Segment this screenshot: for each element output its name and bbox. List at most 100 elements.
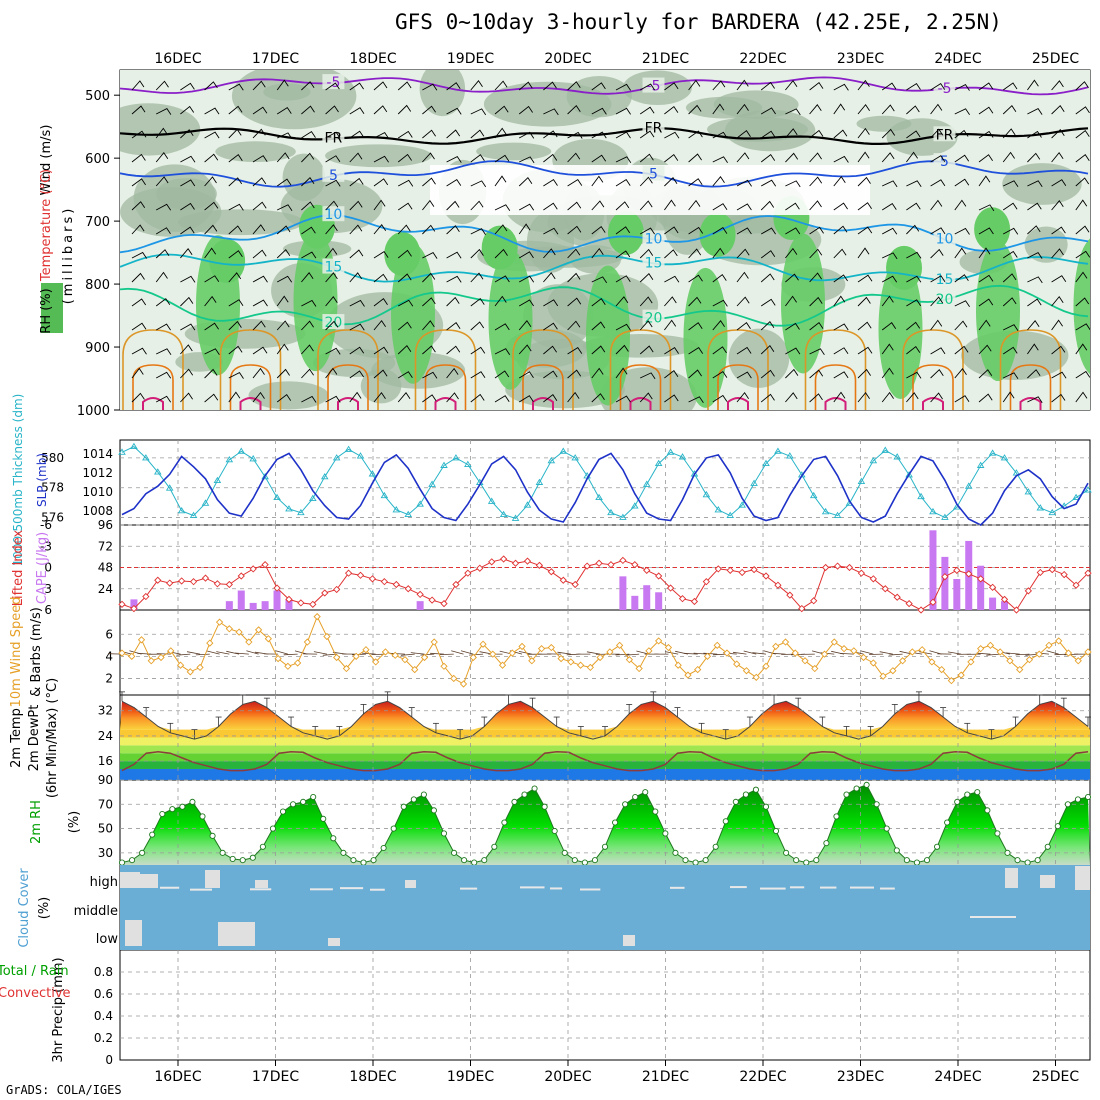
slp-line-point xyxy=(1072,493,1080,501)
rh-line-point xyxy=(390,825,397,832)
wind-barb xyxy=(785,128,798,139)
wind-speed-line-point xyxy=(401,656,409,664)
lifted-index-line-point xyxy=(356,571,365,579)
cloud-gap xyxy=(218,922,255,946)
precip-total-label: Total / Rain xyxy=(0,964,69,979)
wind-barb xyxy=(664,131,680,139)
top-date-label: 21DEC xyxy=(642,51,689,67)
wind-barb xyxy=(180,392,193,403)
wind-barb xyxy=(518,299,534,307)
slp-line-point xyxy=(702,490,711,498)
lifted-index-line-point xyxy=(428,596,436,604)
wind-barb xyxy=(494,224,508,235)
slp-line-point xyxy=(452,454,460,461)
wind-barb xyxy=(301,299,317,307)
isotherm-label: 10 xyxy=(324,207,342,223)
wind-speed-line-point xyxy=(528,657,536,665)
slp-line-point xyxy=(499,510,508,518)
wind-barb xyxy=(809,348,825,356)
wind-barb xyxy=(906,202,921,211)
wind-barb xyxy=(664,153,679,163)
isotherm-label: 15 xyxy=(936,272,954,288)
wind-barb-10m xyxy=(986,653,1001,656)
rh-line-point xyxy=(451,849,458,856)
cape-bar xyxy=(643,585,651,610)
temp-title-3: (6hr Min/Max) (°C) xyxy=(45,678,60,798)
rh-line-point xyxy=(118,859,126,866)
rh-line-point xyxy=(632,793,639,801)
rh-tick-label: 50 xyxy=(98,822,113,836)
wind-barb xyxy=(712,273,727,283)
wind-barb xyxy=(301,81,315,91)
cloud-gap-thin xyxy=(760,887,786,890)
wind-barb xyxy=(446,392,459,403)
wind-barb xyxy=(228,83,244,91)
rh-moist-region xyxy=(209,239,246,284)
wind-barb xyxy=(276,275,293,283)
wind-barb xyxy=(1075,343,1088,355)
wind-speed-line-point xyxy=(674,661,682,669)
wind-speed-line-point xyxy=(879,672,887,680)
wind-barb xyxy=(470,346,486,355)
wind-barb xyxy=(712,370,728,379)
wind-speed-line-point xyxy=(469,653,477,662)
rh-line-point xyxy=(290,801,297,808)
rh-line-point xyxy=(863,781,870,788)
wind-barb xyxy=(882,180,898,188)
slp-line-point xyxy=(249,455,257,462)
wind-barb xyxy=(422,177,436,187)
wind-barb xyxy=(736,130,751,139)
wind-speed-line-point xyxy=(645,647,653,655)
lifted-index-line-point xyxy=(1072,581,1080,589)
wind-barb xyxy=(954,154,970,163)
slp-line-point xyxy=(654,459,663,467)
wind-speed-line-point xyxy=(733,660,741,668)
slp-line-point xyxy=(976,461,985,468)
isotherm-label: 5 xyxy=(649,167,658,183)
rh-tick-label: 30 xyxy=(98,846,113,860)
isotherm-35 xyxy=(824,397,847,410)
wind-barb xyxy=(180,226,195,235)
wind-barb xyxy=(591,107,607,115)
rh-color-key xyxy=(41,283,63,333)
wind-barb xyxy=(736,79,749,91)
wind-barb xyxy=(1051,200,1064,211)
li-tick-label: 3 xyxy=(44,582,52,596)
wind-barb xyxy=(276,295,289,307)
wind-barb xyxy=(518,251,534,259)
wind-barb xyxy=(204,368,218,379)
wind-barb xyxy=(325,395,341,403)
wind-barb xyxy=(591,154,607,163)
wind-barb xyxy=(785,247,798,259)
wind-barb xyxy=(688,248,702,259)
wind-barb xyxy=(760,130,776,139)
wind-barb xyxy=(301,320,314,331)
wind-barb xyxy=(881,391,894,403)
wind-speed-line-point xyxy=(1055,637,1063,645)
wind-barb xyxy=(349,200,363,211)
cloud-gap-thin xyxy=(250,888,272,891)
slp-line-point xyxy=(869,456,878,464)
wind-speed-line-point xyxy=(889,667,897,675)
slp-line-point xyxy=(619,513,627,520)
rh-tick-label: 70 xyxy=(98,797,113,811)
isotherm-label: 5 xyxy=(329,168,338,184)
rh-line-point xyxy=(722,818,729,825)
wind-barb xyxy=(470,180,487,188)
wind-speed-line-point xyxy=(713,641,721,649)
wind-barb xyxy=(954,300,970,308)
wind-barb xyxy=(470,228,486,235)
wind-barb xyxy=(1075,177,1090,187)
wind-barb-10m xyxy=(246,650,259,655)
wind-barb xyxy=(131,322,147,331)
wind-barb xyxy=(301,251,317,259)
wind-barb xyxy=(1003,180,1019,188)
slp-line-point xyxy=(678,453,687,460)
wind-barb xyxy=(543,322,558,331)
wind-barb xyxy=(397,321,412,331)
wind-barb xyxy=(688,79,701,91)
wind-barb xyxy=(325,247,338,259)
cloud-row-label: low xyxy=(96,932,119,947)
rh-moist-region xyxy=(607,210,644,255)
lifted-index-line-point xyxy=(488,558,496,566)
